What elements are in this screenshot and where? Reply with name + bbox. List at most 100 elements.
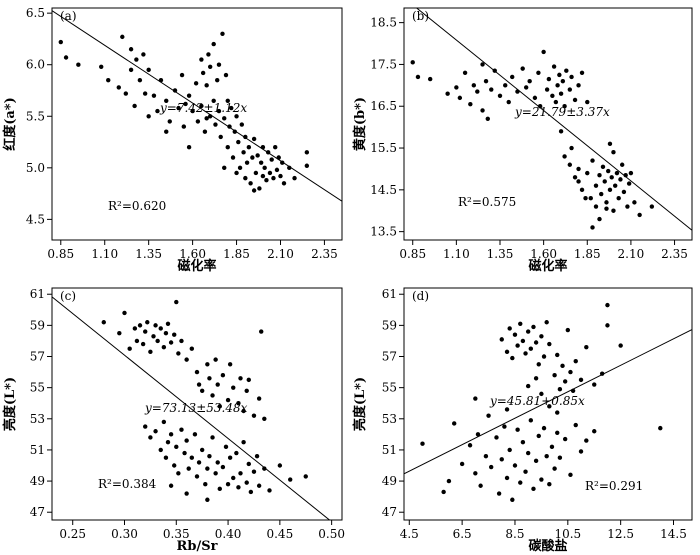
data-point <box>602 179 607 184</box>
data-point <box>217 486 222 492</box>
x-tick-label: 0.85 <box>399 247 426 261</box>
data-point <box>485 116 490 121</box>
y-tick-label: 15.5 <box>370 141 397 155</box>
data-point <box>523 85 529 90</box>
data-point <box>164 98 169 104</box>
data-point <box>579 70 585 75</box>
plot-frame <box>51 7 343 241</box>
data-point <box>264 177 269 183</box>
data-point <box>609 175 614 180</box>
data-point <box>141 52 146 57</box>
data-point <box>572 175 578 180</box>
data-point <box>287 165 292 171</box>
data-point <box>168 432 174 437</box>
y-tick-label: 51 <box>30 443 45 457</box>
y-tick-label: 18.5 <box>370 16 397 30</box>
regression-equation: y=7.42±1.12x <box>159 101 247 115</box>
data-point <box>281 181 287 186</box>
data-point <box>155 108 160 114</box>
data-point <box>267 488 272 493</box>
data-point <box>553 99 559 105</box>
data-point <box>562 154 567 159</box>
x-tick-label: 1.85 <box>574 247 601 261</box>
data-point <box>246 145 252 150</box>
data-point <box>211 41 216 47</box>
y-tick-label: 57 <box>30 350 45 364</box>
data-point <box>215 382 220 387</box>
data-point <box>258 160 264 165</box>
data-point <box>232 129 237 134</box>
panel-label: (d) <box>412 289 429 303</box>
data-point <box>116 85 121 90</box>
data-point <box>605 302 610 308</box>
data-point <box>200 70 206 76</box>
data-point <box>222 116 227 121</box>
data-point <box>564 68 569 73</box>
data-point <box>658 425 663 431</box>
data-point <box>186 145 192 150</box>
data-point <box>205 466 210 471</box>
data-point <box>267 170 273 176</box>
data-point <box>172 332 177 337</box>
data-point <box>471 83 477 88</box>
data-point <box>255 153 260 158</box>
data-point <box>280 160 285 165</box>
data-point <box>539 391 544 397</box>
data-point <box>256 483 262 488</box>
data-point <box>236 485 241 490</box>
x-tick-label: 0.45 <box>266 527 293 541</box>
data-point <box>238 376 243 381</box>
data-point <box>462 70 468 75</box>
data-point <box>231 475 236 481</box>
data-point <box>494 435 499 440</box>
data-point <box>539 334 544 339</box>
data-point <box>184 438 189 443</box>
data-point <box>304 150 310 155</box>
data-point <box>260 145 266 150</box>
data-point <box>225 397 231 403</box>
data-point <box>158 447 163 453</box>
data-point <box>213 357 218 362</box>
x-tick-label: 2.10 <box>618 247 645 261</box>
data-point <box>123 91 129 96</box>
data-point <box>243 175 248 181</box>
data-point <box>510 74 515 80</box>
data-point <box>473 471 478 476</box>
data-point <box>588 195 593 201</box>
data-point <box>246 377 251 383</box>
data-point <box>199 447 205 453</box>
data-point <box>172 88 178 93</box>
data-point <box>576 179 581 184</box>
data-point <box>199 57 204 62</box>
y-tick-label: 57 <box>382 350 397 364</box>
chart-panel-c: 0.25 0.30 0.35 0.40 0.45 0.50 47 49 51 53 55 57 59 61… <box>2 287 345 554</box>
data-point <box>607 141 613 147</box>
data-point <box>230 155 236 160</box>
x-axis-label: 磁化率 <box>528 258 567 274</box>
data-point <box>225 98 230 104</box>
data-point <box>251 188 257 193</box>
data-point <box>253 170 259 176</box>
data-point <box>241 408 246 414</box>
data-point <box>218 134 223 140</box>
data-point <box>179 427 184 432</box>
data-point <box>207 114 213 119</box>
data-point <box>415 74 421 80</box>
chart-panel-d: 4.5 6.5 8.5 10.5 12.5 14.5 47 49 51 53 55 57 59 61 碳酸盐… <box>352 287 693 554</box>
data-point <box>189 455 195 460</box>
data-point <box>194 474 200 479</box>
data-point <box>244 480 249 485</box>
data-point <box>148 435 153 440</box>
data-point <box>536 433 541 439</box>
data-point <box>547 404 552 409</box>
data-point <box>525 450 531 456</box>
data-point <box>533 340 539 345</box>
data-point <box>520 66 525 71</box>
data-point <box>225 145 230 150</box>
x-tick-label: 12.5 <box>607 527 634 541</box>
data-point <box>213 122 218 127</box>
data-point <box>480 62 485 67</box>
data-point <box>288 477 293 482</box>
y-tick-label: 61 <box>30 287 45 301</box>
